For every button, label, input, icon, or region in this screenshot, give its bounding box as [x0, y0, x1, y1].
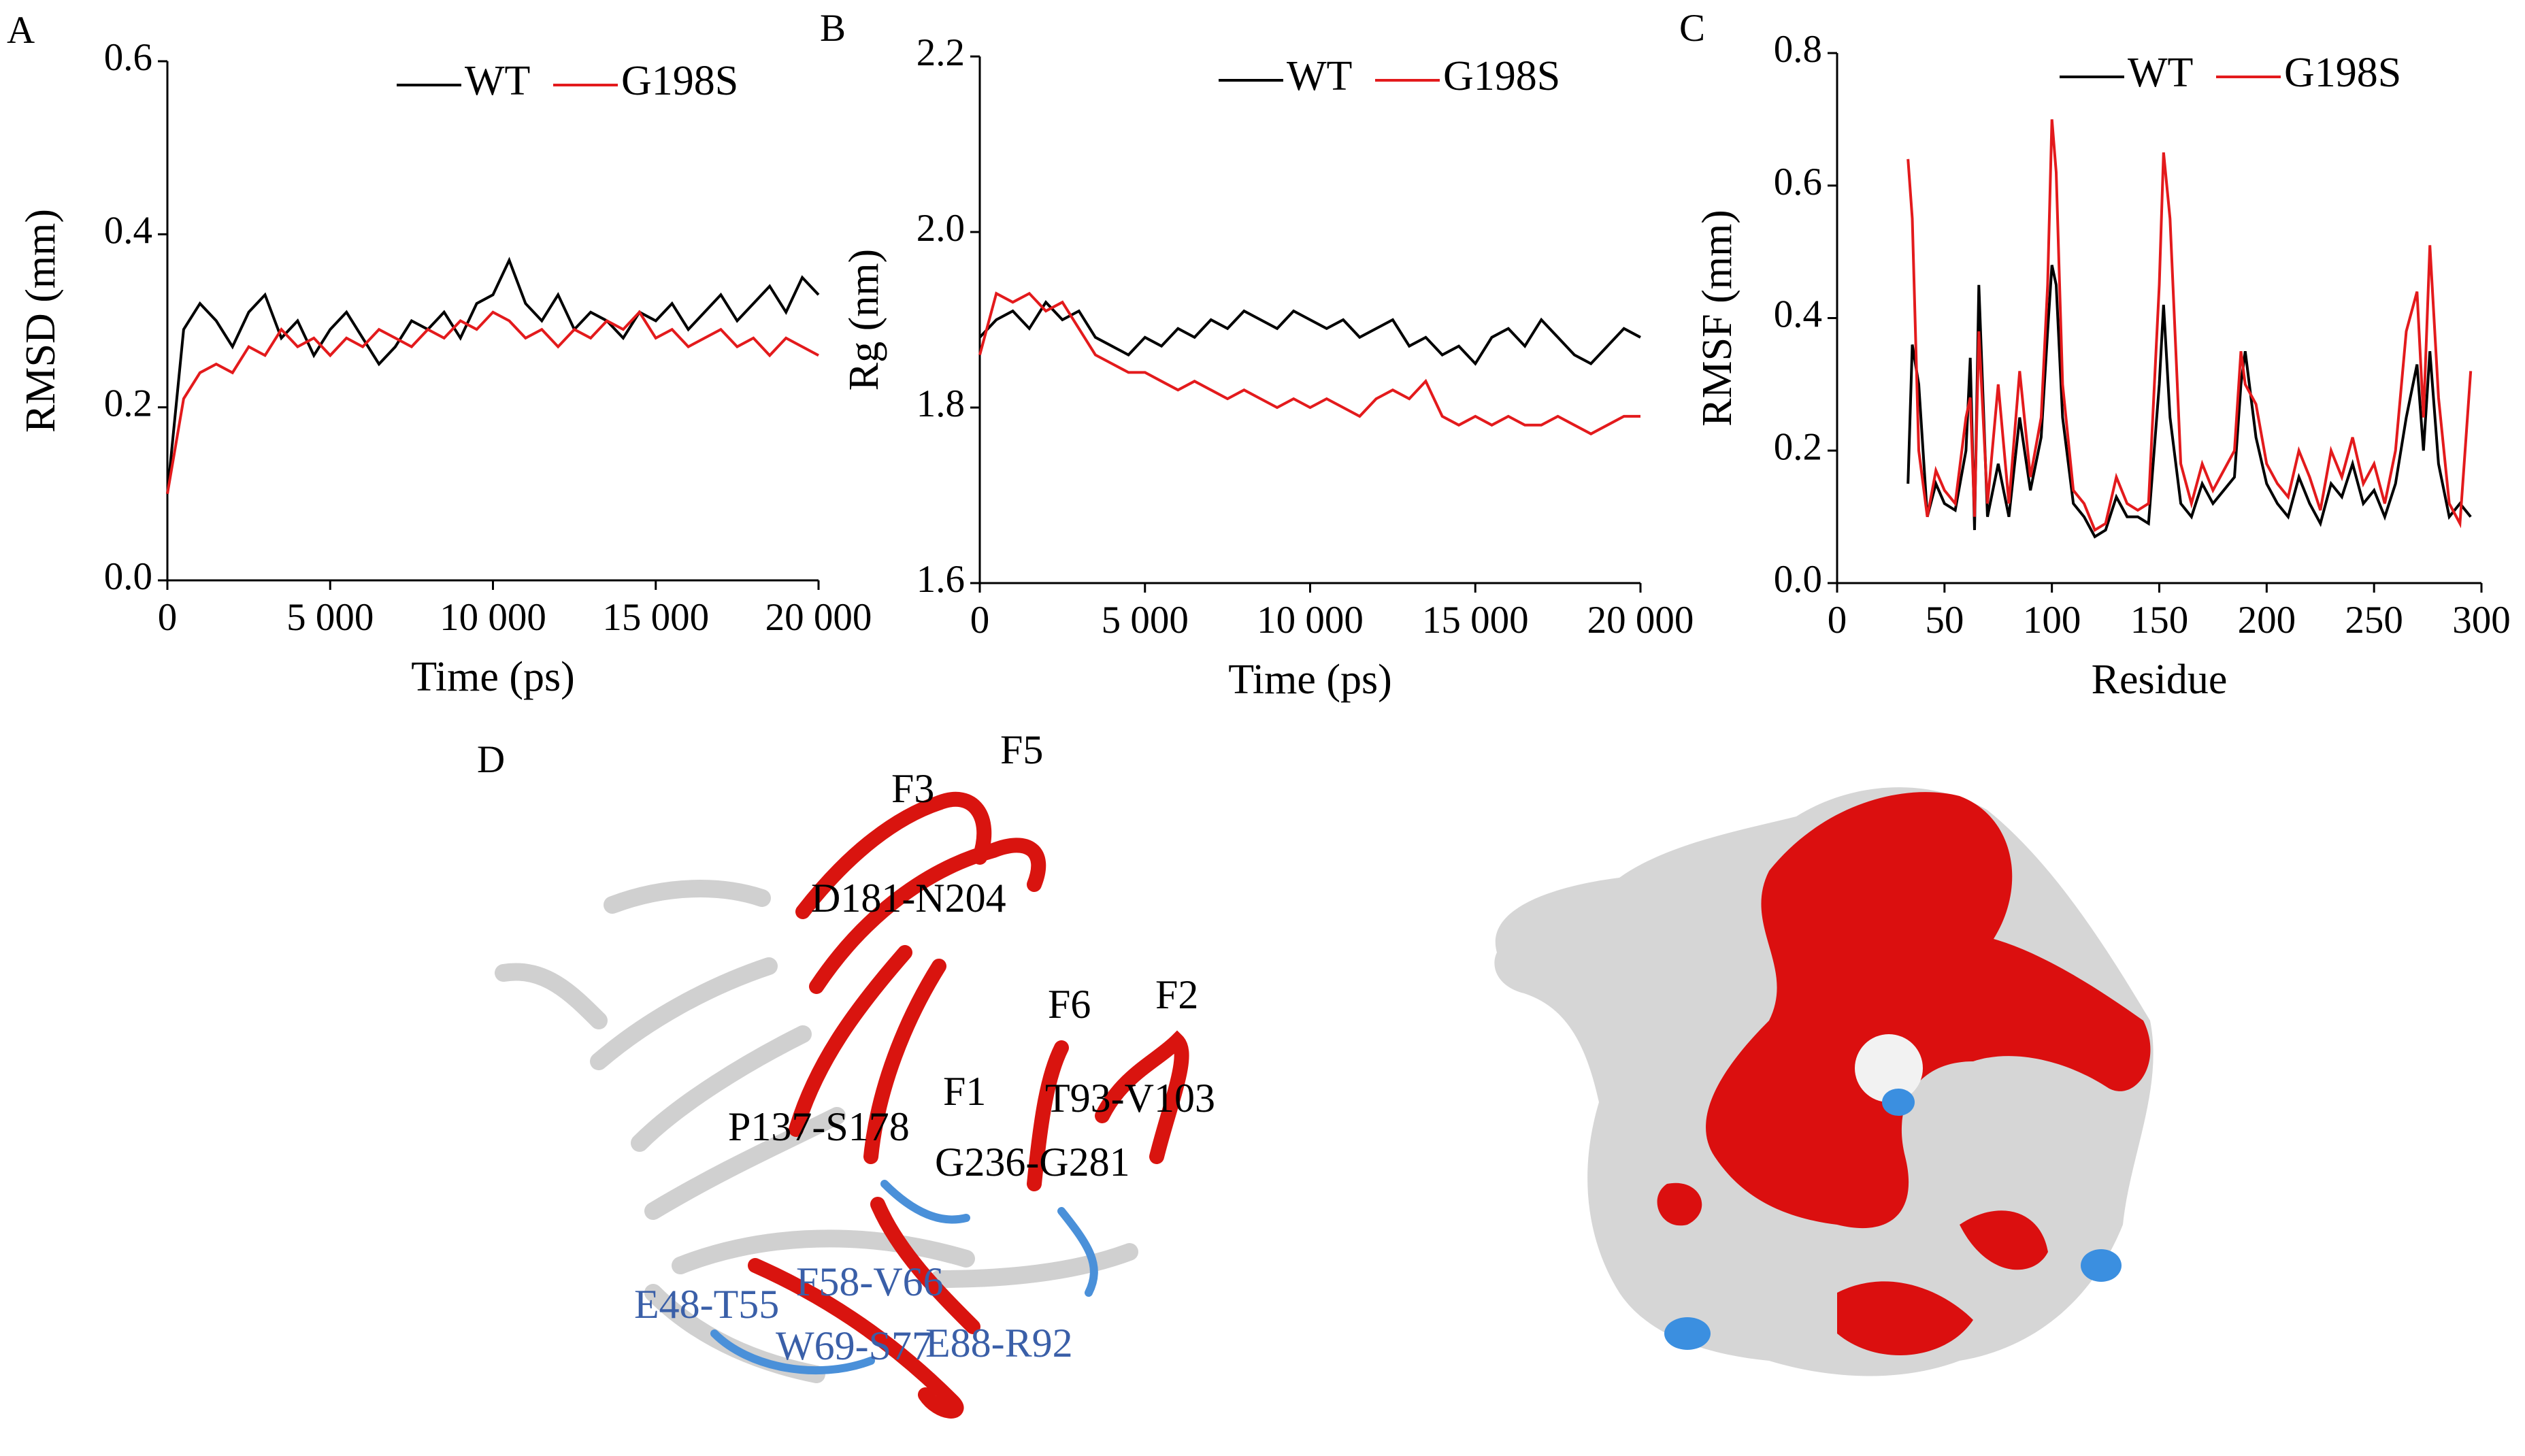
y-tick-label: 0.2 — [104, 382, 152, 425]
x-tick-label: 5 000 — [1102, 599, 1189, 642]
y-axis-title: RMSD (mm) — [18, 209, 64, 433]
x-axis-title: Residue — [2092, 657, 2228, 703]
chart-panel: A 0.0 0.2 0.4 0.6 0 5 000 10 000 15 000 20 000 Tim… — [7, 9, 872, 700]
surface-pore — [1855, 1034, 1923, 1102]
x-tick-label: 300 — [2452, 599, 2511, 642]
chart-panel: C 0.0 0.2 0.4 0.6 0.8 0 50 100 150 200 250 300 Residu… — [1679, 7, 2511, 703]
ribbon-red — [748, 791, 1189, 1419]
x-tick-label: 5 000 — [286, 596, 374, 639]
x-tick-label: 10 000 — [1257, 599, 1364, 642]
x-tick-label: 10 000 — [440, 596, 546, 639]
y-tick-label: 0.8 — [1774, 28, 1822, 71]
legend-label: WT — [2128, 50, 2193, 96]
y-tick-label: 0.0 — [104, 555, 152, 598]
panel-label: A — [7, 9, 35, 52]
data-line — [166, 257, 820, 494]
y-tick-label: 0.0 — [1774, 558, 1822, 601]
data-line — [978, 291, 1640, 435]
data-line — [1907, 265, 2472, 539]
data-line — [1907, 119, 2473, 533]
x-tick-label: 50 — [1925, 599, 1964, 642]
annotation: T93-V103 — [1045, 1076, 1215, 1121]
x-axis-title: Time (ps) — [411, 654, 575, 700]
x-tick-label: 20 000 — [1587, 599, 1694, 642]
panel-d: D F3 F5 D181-N204 F6 F2 F1 T93-V103 P137… — [477, 727, 2153, 1419]
ribbon-gray — [495, 880, 1138, 1383]
y-axis-title: Rg (nm) — [841, 249, 887, 391]
annotation: F2 — [1155, 972, 1198, 1017]
legend-label: G198S — [1443, 53, 1560, 99]
y-tick-label: 0.6 — [1774, 161, 1822, 203]
x-tick-label: 0 — [1828, 599, 1847, 642]
ribbon-blue — [710, 1180, 1098, 1375]
legend-label: G198S — [621, 58, 738, 104]
x-tick-label: 150 — [2130, 599, 2189, 642]
annotation: G236-G281 — [935, 1140, 1130, 1185]
y-tick-label: 2.0 — [917, 207, 965, 250]
y-tick-label: 1.6 — [917, 558, 965, 601]
annotation: D181-N204 — [811, 876, 1006, 921]
charts: A 0.0 0.2 0.4 0.6 0 5 000 10 000 15 000 20 000 Tim… — [7, 7, 2511, 703]
legend-label: WT — [1287, 53, 1352, 99]
surface-blue — [2081, 1249, 2122, 1282]
panel-label: C — [1679, 7, 1705, 50]
y-tick-label: 1.8 — [917, 382, 965, 425]
x-tick-label: 100 — [2023, 599, 2081, 642]
panel-label: B — [820, 7, 846, 50]
annotation: P137-S178 — [728, 1104, 910, 1149]
annotation: F5 — [1000, 727, 1043, 772]
x-tick-label: 200 — [2238, 599, 2296, 642]
data-line — [978, 299, 1641, 366]
y-tick-label: 0.6 — [104, 36, 152, 79]
y-tick-label: 2.2 — [917, 31, 965, 74]
y-axis-title: RMSF (mm) — [1694, 210, 1740, 427]
annotation: F3 — [891, 766, 934, 811]
y-tick-label: 0.4 — [104, 209, 152, 252]
annotation: E88-R92 — [925, 1321, 1073, 1366]
panel-label: D — [477, 738, 505, 781]
y-tick-label: 0.2 — [1774, 425, 1822, 468]
annotation: E48-T55 — [634, 1282, 779, 1327]
x-tick-label: 15 000 — [602, 596, 709, 639]
chart-panel: B 1.6 1.8 2.0 2.2 0 5 000 10 000 15 000 20 000 Tim… — [820, 7, 1694, 703]
surface — [1494, 787, 2153, 1376]
ribbon-cartoon — [495, 791, 1189, 1419]
x-tick-label: 15 000 — [1422, 599, 1529, 642]
surface-blue — [1882, 1089, 1915, 1116]
annotation: W69-S77 — [776, 1323, 932, 1368]
y-tick-label: 0.4 — [1774, 293, 1822, 336]
x-tick-label: 250 — [2345, 599, 2403, 642]
surface-blue — [1664, 1317, 1711, 1350]
legend-label: WT — [465, 58, 530, 104]
x-tick-label: 20 000 — [765, 596, 872, 639]
annotation: F1 — [943, 1069, 986, 1114]
x-axis-title: Time (ps) — [1228, 657, 1392, 703]
x-tick-label: 0 — [158, 596, 178, 639]
data-line — [166, 310, 819, 495]
legend-label: G198S — [2284, 50, 2401, 96]
annotation: F58-V66 — [796, 1259, 944, 1304]
x-tick-label: 0 — [970, 599, 990, 642]
annotation: F6 — [1048, 982, 1091, 1027]
